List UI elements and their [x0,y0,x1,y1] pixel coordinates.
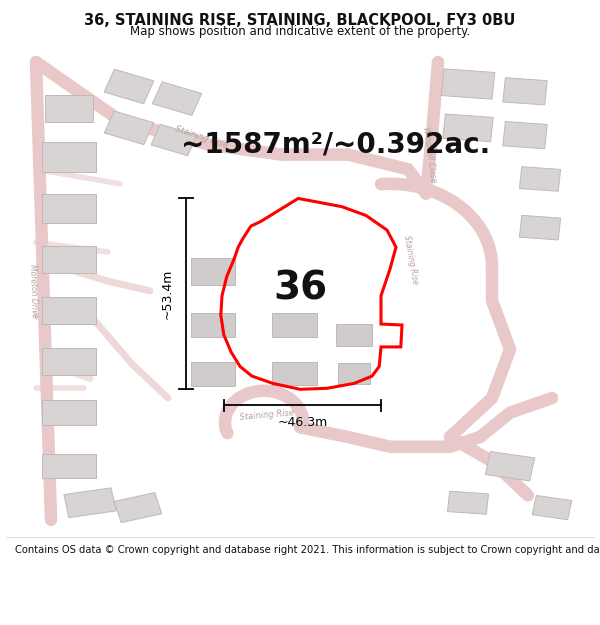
Polygon shape [64,488,116,518]
Polygon shape [441,69,495,99]
Polygon shape [503,78,547,105]
Polygon shape [532,496,572,520]
Polygon shape [271,313,317,338]
Polygon shape [42,454,96,478]
Polygon shape [337,364,370,384]
Polygon shape [448,491,488,514]
Polygon shape [42,401,96,425]
Polygon shape [42,348,96,375]
Polygon shape [520,216,560,240]
Text: Windmill Close: Windmill Close [421,126,437,183]
Polygon shape [42,246,96,272]
Text: Staining Rise: Staining Rise [173,125,229,150]
Polygon shape [151,124,197,156]
Polygon shape [104,111,154,144]
Polygon shape [114,492,162,522]
Text: ~1587m²/~0.392ac.: ~1587m²/~0.392ac. [181,131,491,159]
Polygon shape [42,194,96,222]
Polygon shape [485,451,535,481]
Polygon shape [191,258,235,285]
Text: Contains OS data © Crown copyright and database right 2021. This information is : Contains OS data © Crown copyright and d… [15,545,600,555]
Polygon shape [443,114,493,142]
Text: 36: 36 [273,269,327,308]
Polygon shape [45,95,93,122]
Text: Moreton Drive: Moreton Drive [28,264,38,318]
Polygon shape [104,69,154,104]
Polygon shape [520,167,560,191]
Polygon shape [271,362,317,386]
Text: Staining Rise: Staining Rise [402,234,420,284]
Polygon shape [191,361,235,386]
Text: 36, STAINING RISE, STAINING, BLACKPOOL, FY3 0BU: 36, STAINING RISE, STAINING, BLACKPOOL, … [85,13,515,28]
Polygon shape [503,121,547,149]
Polygon shape [42,142,96,172]
Text: ~53.4m: ~53.4m [161,269,174,319]
Text: Staining Rise: Staining Rise [239,408,295,422]
Text: Map shows position and indicative extent of the property.: Map shows position and indicative extent… [130,25,470,38]
Polygon shape [336,324,372,346]
Polygon shape [152,82,202,116]
Text: ~46.3m: ~46.3m [277,416,328,429]
Polygon shape [42,297,96,324]
Polygon shape [191,313,235,338]
